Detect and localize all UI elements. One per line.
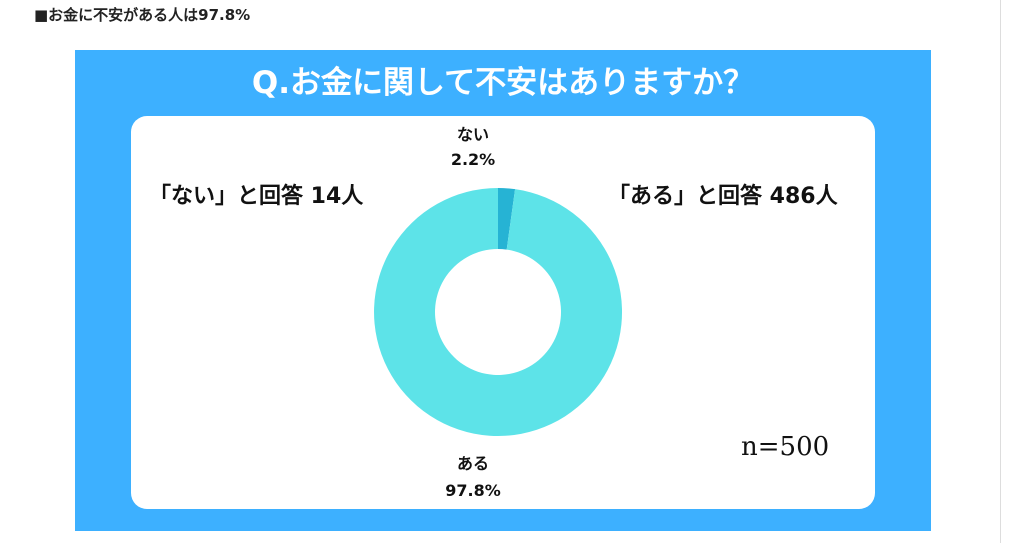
callout-aru: 「ある」と回答 486人 — [608, 184, 838, 209]
callout-nai: 「ない」と回答 14人 — [149, 184, 364, 209]
question-title: Q.お金に関して不安はありますか？ — [251, 65, 755, 101]
slice-aru — [374, 188, 623, 436]
chart-card: ない 2.2% ある 97.8% 「ない」と回答 14人 「ある」と回答 486… — [131, 116, 875, 509]
section-heading: ■お金に不安がある人は97.8% — [34, 6, 251, 24]
survey-panel: Q.お金に関して不安はありますか？ ない 2.2% ある 97.8% 「ない」と… — [75, 50, 931, 531]
sample-size: n=500 — [741, 432, 830, 462]
donut-chart — [374, 188, 623, 436]
slice-label-aru: ある — [456, 454, 489, 473]
slice-nai — [498, 188, 516, 250]
content-divider — [1000, 0, 1001, 543]
slice-label-nai: ない — [456, 125, 489, 144]
slice-value-nai: 2.2% — [450, 150, 496, 169]
slice-value-aru: 97.8% — [445, 481, 501, 500]
